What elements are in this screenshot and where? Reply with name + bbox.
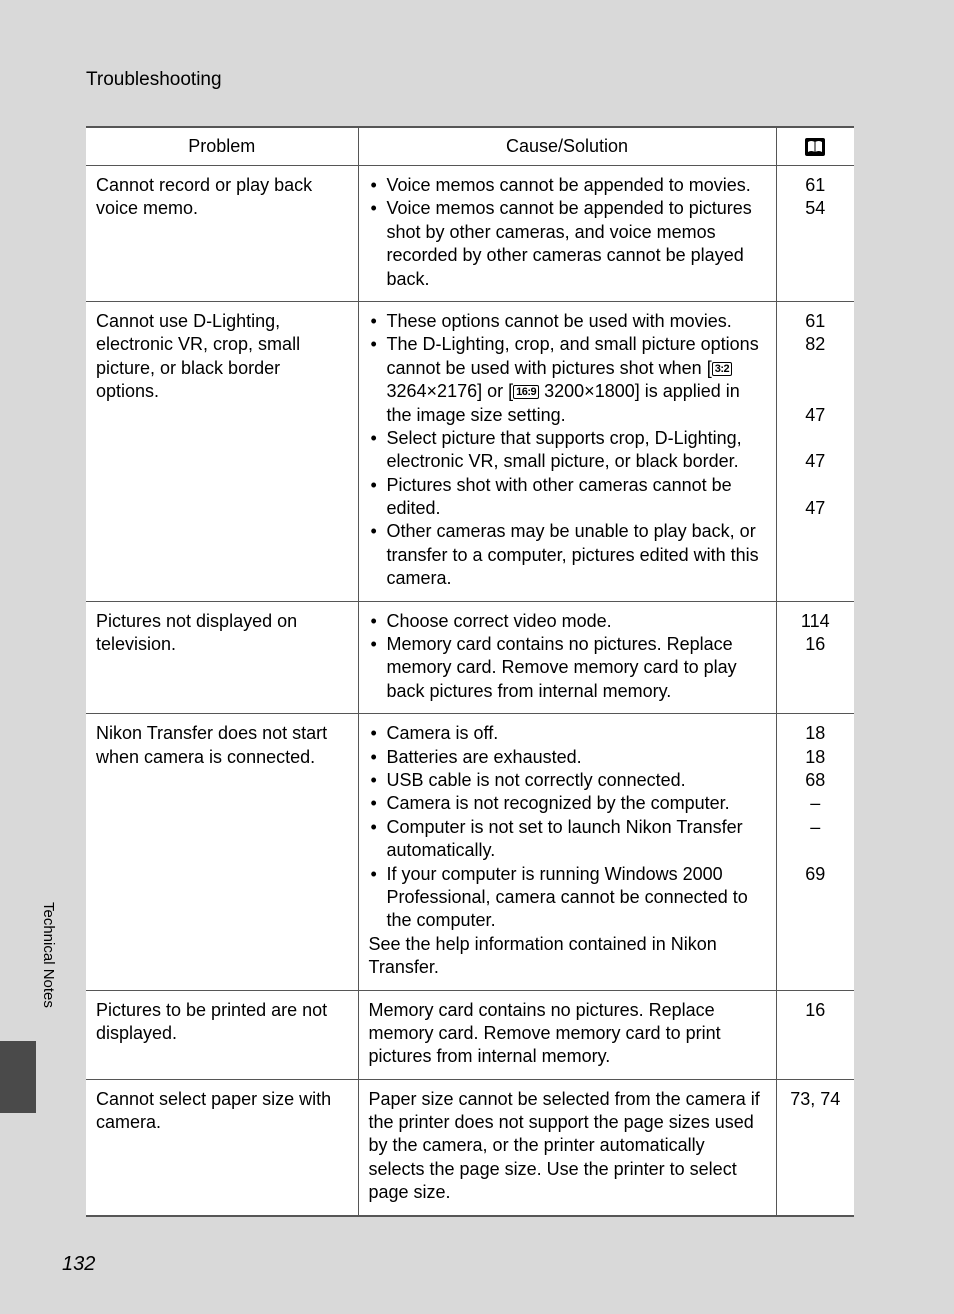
chapter-label: Technical Notes — [40, 902, 57, 1008]
solution-trailing: See the help information contained in Ni… — [369, 933, 766, 980]
troubleshooting-table: Problem Cause/Solution Cannot record or … — [86, 126, 854, 1217]
page-reference: 47 — [787, 404, 845, 427]
solution-item: Other cameras may be unable to play back… — [387, 520, 766, 590]
reference-cell: 16 — [776, 990, 854, 1079]
solution-list: Choose correct video mode.Memory card co… — [369, 610, 766, 704]
reference-cell: 11416 — [776, 601, 854, 714]
page-reference: 47 — [787, 497, 845, 520]
chapter-indicator — [0, 1041, 36, 1113]
page-reference: – — [787, 792, 845, 815]
solution-item: Batteries are exhausted. — [387, 746, 766, 769]
solution-item: Camera is off. — [387, 722, 766, 745]
table-row: Cannot use D-Lighting, electronic VR, cr… — [86, 301, 854, 601]
problem-cell: Cannot use D-Lighting, electronic VR, cr… — [86, 301, 358, 601]
solution-cell: These options cannot be used with movies… — [358, 301, 776, 601]
page-reference: 69 — [787, 863, 845, 886]
page-reference: 18 — [787, 746, 845, 769]
solution-list: Voice memos cannot be appended to movies… — [369, 174, 766, 291]
table-row: Nikon Transfer does not start when camer… — [86, 714, 854, 990]
solution-item: USB cable is not correctly connected. — [387, 769, 766, 792]
reference-cell: 73, 74 — [776, 1079, 854, 1215]
troubleshooting-table-wrap: Problem Cause/Solution Cannot record or … — [86, 126, 854, 1217]
reference-cell: 6182 47 47 47 — [776, 301, 854, 601]
problem-cell: Nikon Transfer does not start when camer… — [86, 714, 358, 990]
solution-item: Memory card contains no pictures. Replac… — [387, 633, 766, 703]
solution-item: Computer is not set to launch Nikon Tran… — [387, 816, 766, 863]
page-reference — [787, 474, 845, 497]
section-title: Troubleshooting — [86, 69, 222, 91]
reference-cell: 6154 — [776, 166, 854, 302]
table-row: Pictures to be printed are not displayed… — [86, 990, 854, 1079]
solution-list: Camera is off.Batteries are exhausted.US… — [369, 722, 766, 933]
page-reference — [787, 427, 845, 450]
solution-list: These options cannot be used with movies… — [369, 310, 766, 591]
solution-item: If your computer is running Windows 2000… — [387, 863, 766, 933]
aspect-ratio-badge: 3:2 — [712, 362, 732, 376]
solution-item: These options cannot be used with movies… — [387, 310, 766, 333]
header-solution: Cause/Solution — [358, 127, 776, 166]
page-reference: 18 — [787, 722, 845, 745]
solution-item: Choose correct video mode. — [387, 610, 766, 633]
page-reference: 61 — [787, 310, 845, 333]
table-row: Pictures not displayed on television.Cho… — [86, 601, 854, 714]
problem-cell: Cannot record or play back voice memo. — [86, 166, 358, 302]
page-reference — [787, 839, 845, 862]
page-reference: 73, 74 — [787, 1088, 845, 1111]
page-reference: 114 — [787, 610, 845, 633]
page-reference: 68 — [787, 769, 845, 792]
solution-text: Paper size cannot be selected from the c… — [369, 1088, 766, 1205]
chapter-side-tab — [0, 893, 36, 1113]
solution-item: Select picture that supports crop, D-Lig… — [387, 427, 766, 474]
solution-item: The D-Lighting, crop, and small picture … — [387, 333, 766, 427]
table-header-row: Problem Cause/Solution — [86, 127, 854, 166]
aspect-ratio-badge: 16:9 — [513, 385, 539, 399]
solution-text: Memory card contains no pictures. Replac… — [369, 999, 766, 1069]
problem-cell: Cannot select paper size with camera. — [86, 1079, 358, 1215]
solution-cell: Camera is off.Batteries are exhausted.US… — [358, 714, 776, 990]
solution-cell: Memory card contains no pictures. Replac… — [358, 990, 776, 1079]
page-reference — [787, 380, 845, 403]
solution-cell: Voice memos cannot be appended to movies… — [358, 166, 776, 302]
header-problem: Problem — [86, 127, 358, 166]
table-row: Cannot select paper size with camera.Pap… — [86, 1079, 854, 1215]
solution-cell: Paper size cannot be selected from the c… — [358, 1079, 776, 1215]
table-body: Cannot record or play back voice memo. Vo… — [86, 166, 854, 1216]
page-reference: 82 — [787, 333, 845, 356]
page-reference: – — [787, 816, 845, 839]
page-reference: 16 — [787, 999, 845, 1022]
problem-cell: Pictures not displayed on television. — [86, 601, 358, 714]
page-reference: 61 — [787, 174, 845, 197]
reference-cell: 181868–– 69 — [776, 714, 854, 990]
problem-cell: Pictures to be printed are not displayed… — [86, 990, 358, 1079]
table-row: Cannot record or play back voice memo. Vo… — [86, 166, 854, 302]
page-number: 132 — [62, 1253, 95, 1276]
solution-item: Voice memos cannot be appended to movies… — [387, 174, 766, 197]
solution-item: Voice memos cannot be appended to pictur… — [387, 197, 766, 291]
page-reference: 47 — [787, 450, 845, 473]
solution-item: Camera is not recognized by the computer… — [387, 792, 766, 815]
page-reference — [787, 357, 845, 380]
page-reference: 54 — [787, 197, 845, 220]
manual-page: Troubleshooting Problem Cause/Solution — [0, 0, 954, 1314]
page-reference: 16 — [787, 633, 845, 656]
solution-item: Pictures shot with other cameras cannot … — [387, 474, 766, 521]
solution-cell: Choose correct video mode.Memory card co… — [358, 601, 776, 714]
page-reference-icon — [804, 137, 826, 157]
header-reference — [776, 127, 854, 166]
